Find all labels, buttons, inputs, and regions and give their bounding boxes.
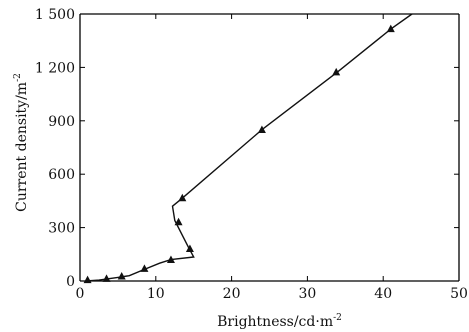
x-tick-label: 0 — [76, 286, 85, 302]
data-point — [257, 125, 266, 134]
x-tick-label: 30 — [298, 286, 316, 302]
x-tick-label: 40 — [374, 286, 392, 302]
data-point — [140, 264, 149, 272]
series-line — [86, 13, 413, 282]
x-axis-label: Brightness/cd·m-2 — [217, 313, 342, 330]
data-point — [332, 67, 341, 76]
y-tick-label: 600 — [48, 167, 75, 183]
data-point — [178, 193, 187, 202]
y-tick-label: 1 500 — [35, 7, 75, 23]
data-point — [174, 217, 183, 226]
data-point — [166, 255, 175, 263]
y-tick-label: 1 200 — [35, 60, 75, 76]
x-ticks: 0 10 20 30 40 50 — [76, 14, 468, 302]
x-tick-label: 10 — [147, 286, 165, 302]
data-point — [102, 274, 111, 282]
data-point — [386, 24, 395, 33]
data-point — [83, 275, 92, 284]
y-tick-label: 0 — [66, 274, 75, 290]
y-axis-label: Current density/m-2 — [13, 73, 30, 212]
y-tick-label: 300 — [48, 221, 75, 237]
x-tick-label: 20 — [223, 286, 241, 302]
data-point — [185, 244, 194, 252]
y-ticks: 0 300 600 900 1 200 1 500 — [35, 7, 459, 290]
data-point — [117, 272, 126, 280]
x-tick-label: 50 — [450, 286, 468, 302]
y-tick-label: 900 — [48, 114, 75, 130]
series — [83, 13, 413, 284]
axes — [79, 13, 460, 282]
